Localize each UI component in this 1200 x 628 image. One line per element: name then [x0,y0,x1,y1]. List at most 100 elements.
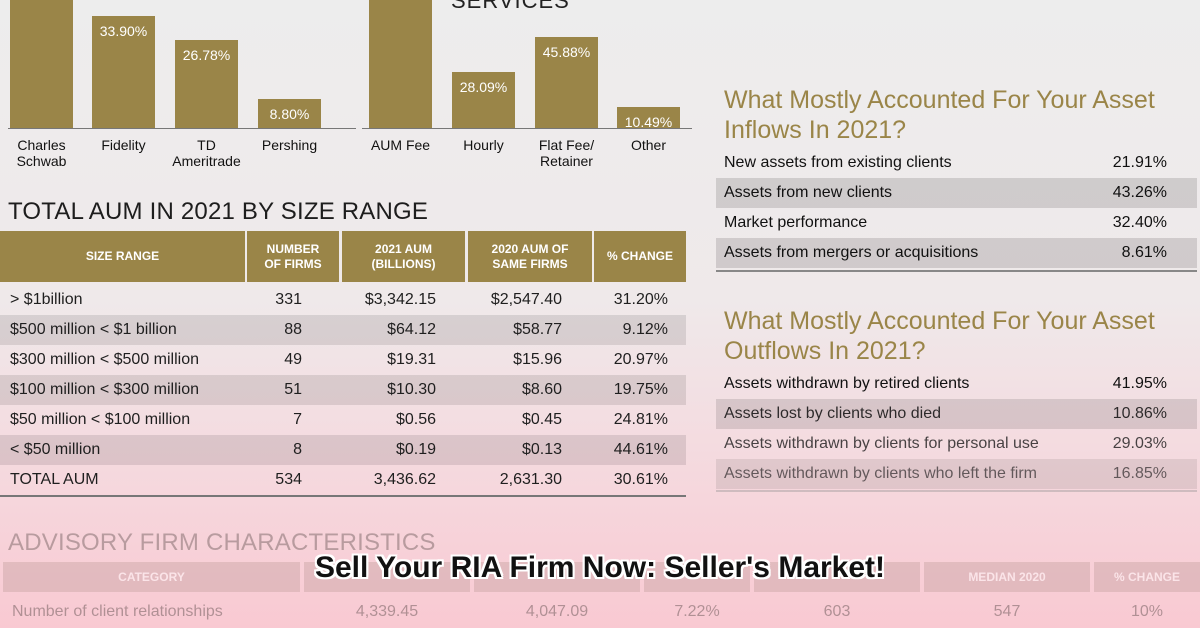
aum-value-cell: $0.13 [521,441,562,458]
outflows-label: Assets lost by clients who died [724,405,941,422]
aum-value-cell: $0.19 [395,441,436,458]
aum-value-cell: 44.61% [613,441,668,458]
inflows-label: Assets from new clients [724,184,893,201]
aum-value-cell: $8.60 [521,381,562,398]
custodian-category-1: Fidelity [101,137,146,153]
aum-table-title: TOTAL AUM IN 2021 BY SIZE RANGE [8,198,429,225]
services-chart-title: SERVICES [451,0,570,13]
aum-value-cell: 49 [284,351,302,368]
aum-value-cell: $3,342.15 [364,291,436,308]
advisory-header-cell-2 [474,562,640,592]
aum-size-range-cell: > $1billion [10,291,83,308]
outflows-label: Assets withdrawn by retired clients [724,375,970,392]
outflows-row: Assets withdrawn by clients for personal… [716,429,1197,459]
inflows-value: 21.91% [1112,154,1167,171]
custodian-bar-0 [10,0,73,128]
aum-table-row: $500 million < $1 billion 88 $64.12 $58.77 9… [0,315,686,345]
advisory-header-cell-4 [754,562,920,592]
services-bar-0 [369,0,432,128]
outflows-value: 41.95% [1112,375,1167,392]
custodian-category-2: TD Ameritrade [172,137,241,169]
outflows-label: Assets withdrawn by clients who left the… [724,465,1038,482]
outflows-label: Assets withdrawn by clients for personal… [724,435,1039,452]
services-bar-1 [452,72,515,128]
aum-value-cell: 20.97% [613,351,668,368]
inflows-value: 8.61% [1121,244,1167,261]
inflows-row: Market performance 32.40% [716,208,1197,238]
advisory-cell: 603 [823,603,851,620]
advisory-cell: 547 [993,603,1021,620]
services-value-label-1: 28.09% [459,79,508,96]
aum-header-cell-0: SIZE RANGE [0,231,245,282]
aum-table-row: < $50 million 8 $0.19 $0.13 44.61% [0,435,686,465]
custodian-value-label-2: 26.78% [182,46,231,63]
services-value-label-3: 10.49% [624,114,673,131]
custodian-value-label-1: 33.90% [99,23,148,39]
aum-table-bottom-rule [0,495,686,497]
aum-value-cell: 8 [293,441,302,458]
aum-header-cell-1: NUMBER OF FIRMS [247,231,339,282]
advisory-cell: 4,339.45 [355,603,419,620]
custodian-category-0: Charles Schwab [16,137,67,169]
aum-value-cell: 7 [293,411,302,428]
aum-table-row: > $1billion 331 $3,342.15 $2,547.40 31.20% [0,285,686,315]
aum-value-cell: $64.12 [387,321,436,338]
aum-value-cell: $19.31 [387,351,436,368]
services-category-0: AUM Fee [370,137,431,153]
aum-header-cell-2: 2021 AUM (BILLIONS) [342,231,465,282]
custodian-bar-1 [92,16,155,128]
aum-table-row: $100 million < $300 million 51 $10.30 $8.60… [0,375,686,405]
aum-value-cell: 331 [275,291,302,308]
advisory-cell: 10% [1130,603,1164,620]
advisory-header-cell-3 [644,562,750,592]
banner-headline: Sell Your RIA Firm Now: Seller's Market! [314,551,886,584]
outflows-title: What Mostly Accounted For Your Asset Out… [724,307,1155,365]
outflows-bottom-rule [716,490,1197,492]
aum-value-cell: 88 [284,321,302,338]
aum-header-cell-3: 2020 AUM OF SAME FIRMS [468,231,592,282]
services-baseline [362,128,692,129]
services-bar-3 [617,107,680,128]
outflows-value: 10.86% [1112,405,1167,422]
services-bar-2 [535,37,598,128]
aum-value-cell: 30.61% [613,471,668,488]
aum-value-cell: $10.30 [387,381,436,398]
custodian-category-3: Pershing [261,137,318,153]
outflows-value: 16.85% [1112,465,1167,482]
advisory-header-cell-1 [304,562,470,592]
custodian-value-label-3: 8.80% [269,105,310,122]
advisory-header-cell-5: MEDIAN 2020 [924,562,1090,592]
services-category-1: Hourly [463,137,504,153]
services-category-2: Flat Fee/Retainer [538,137,595,169]
aum-size-range-cell: $50 million < $100 million [10,411,191,428]
inflows-row: New assets from existing clients 21.91% [716,148,1197,178]
advisory-header-cell-6: % CHANGE [1094,562,1200,592]
outflows-value: 29.03% [1112,435,1167,452]
inflows-value: 32.40% [1112,214,1167,231]
advisory-cell: 4,047.09 [525,603,589,620]
services-value-label-2: 45.88% [542,44,591,60]
aum-value-cell: $15.96 [513,351,562,368]
inflows-label: Assets from mergers or acquisitions [724,244,979,261]
aum-value-cell: 51 [284,381,302,398]
inflows-value: 43.26% [1112,184,1167,201]
aum-value-cell: 24.81% [613,411,668,428]
custodian-bar-3 [258,98,321,128]
aum-value-cell: $2,547.40 [490,291,562,308]
aum-header-cell-4: % CHANGE [594,231,686,282]
custodian-bar-2 [175,39,238,128]
inflows-label: New assets from existing clients [724,154,952,171]
inflows-row: Assets from new clients 43.26% [716,178,1197,208]
inflows-title: What Mostly Accounted For Your Asset Inf… [724,86,1155,144]
aum-size-range-cell: $500 million < $1 billion [10,321,177,338]
services-category-3: Other [630,137,666,153]
aum-value-cell: $0.56 [395,411,436,428]
aum-value-cell: 534 [275,471,302,488]
outflows-row: Assets withdrawn by clients who left the… [716,459,1197,489]
inflows-row: Assets from mergers or acquisitions 8.61% [716,238,1197,268]
aum-value-cell: 2,631.30 [499,471,562,488]
inflows-bottom-rule [716,270,1197,272]
outflows-row: Assets lost by clients who died 10.86% [716,399,1197,429]
aum-value-cell: $58.77 [513,321,562,338]
aum-size-range-cell: < $50 million [10,441,101,458]
